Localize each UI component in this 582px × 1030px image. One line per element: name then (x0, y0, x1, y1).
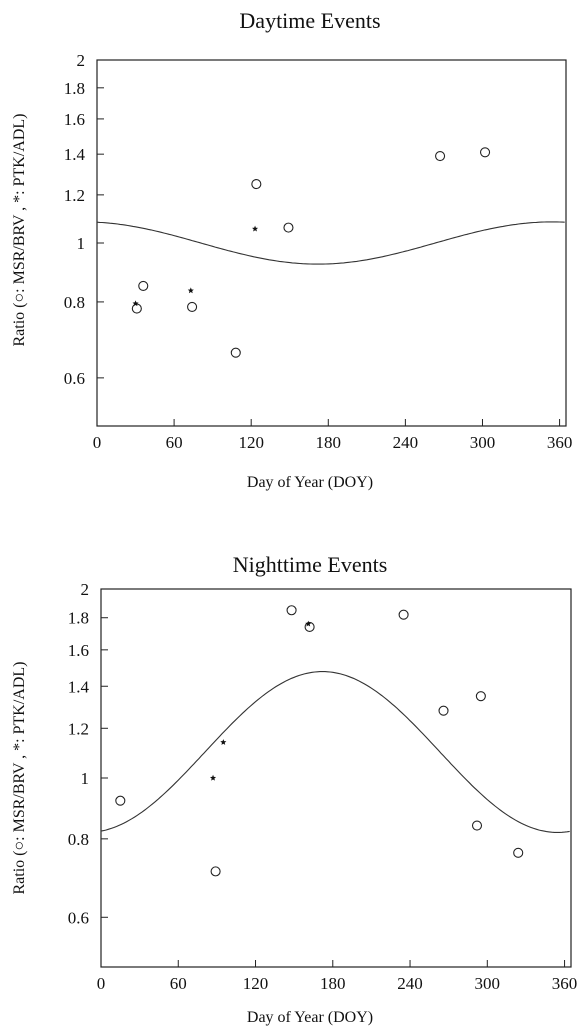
nighttime-y-tick-label: 1.2 (68, 719, 89, 738)
nighttime-plot-frame (100, 588, 572, 968)
nighttime-x-tick-label: 0 (97, 974, 106, 993)
daytime-x-tick-label: 60 (166, 433, 183, 452)
daytime-model-curve (96, 221, 565, 265)
daytime-x-tick-label: 240 (393, 433, 419, 452)
daytime-msr-brv-point (435, 151, 446, 162)
daytime-ptk-adl-point (187, 287, 194, 294)
nighttime-x-tick-label: 300 (475, 974, 501, 993)
daytime-msr-brv-point (230, 347, 241, 358)
daytime-y-tick-label: 1.2 (64, 186, 85, 205)
nighttime-panel: Nighttime Events 0.6 0.8 1 1.2 1.4 1.6 1.8 2 0 6… (11, 552, 577, 1026)
daytime-y-tick-label: 1.8 (64, 79, 85, 98)
daytime-msr-brv-point (479, 147, 491, 158)
daytime-y-tick-label: 1 (77, 234, 86, 253)
nighttime-x-tick-label: 360 (552, 974, 578, 993)
nighttime-ptk-adl-point (305, 620, 312, 627)
nighttime-msr-brv-point (210, 866, 221, 877)
nighttime-y-tick-label: 1.8 (68, 609, 89, 628)
nighttime-title: Nighttime Events (233, 552, 388, 577)
daytime-panel: Daytime Events 0.6 0.8 1 1.2 1.4 1.6 1.8 2 0 60 1… (11, 8, 572, 491)
nighttime-y-tick-label: 2 (81, 580, 90, 599)
daytime-msr-brv-point (251, 179, 262, 190)
nighttime-msr-brv-point (286, 605, 297, 616)
daytime-x-tick-label: 180 (316, 433, 342, 452)
daytime-x-tick-label: 120 (238, 433, 264, 452)
nighttime-msr-brv-point (398, 609, 409, 620)
nighttime-x-tick-label: 240 (397, 974, 423, 993)
nighttime-x-tick-label: 120 (243, 974, 269, 993)
nighttime-x-tick-label: 180 (320, 974, 346, 993)
daytime-x-axis-label: Day of Year (DOY) (247, 474, 373, 491)
nighttime-model-curve (100, 671, 570, 833)
nighttime-x-tick-label: 60 (170, 974, 187, 993)
nighttime-x-ticks: 0 60 120 180 240 300 360 (97, 960, 578, 993)
nighttime-ptk-adl-point (220, 739, 227, 745)
daytime-msr-brv-point (138, 280, 149, 291)
nighttime-msr-brv-point (438, 705, 449, 716)
daytime-x-ticks: 0 60 120 180 240 300 360 (93, 419, 573, 452)
nighttime-msr-brv-point (471, 820, 483, 831)
daytime-y-tick-label: 1.6 (64, 110, 85, 129)
daytime-ptk-adl-point (252, 225, 259, 232)
daytime-y-axis-label: Ratio (○: MSR/BRV , *: PTK/ADL) (11, 114, 28, 347)
daytime-msr-brv-point (187, 301, 198, 312)
daytime-x-tick-label: 360 (547, 433, 573, 452)
nighttime-y-ticks: 0.6 0.8 1 1.2 1.4 1.6 1.8 2 (68, 580, 108, 927)
daytime-y-tick-label: 0.8 (64, 293, 85, 312)
nighttime-y-tick-label: 1.4 (68, 677, 90, 696)
nighttime-msr-brv-point (115, 795, 126, 806)
nighttime-y-tick-label: 0.6 (68, 908, 89, 927)
daytime-x-tick-label: 300 (470, 433, 496, 452)
nighttime-y-tick-label: 1.6 (68, 641, 89, 660)
nighttime-points (115, 605, 524, 877)
nighttime-y-tick-label: 1 (81, 769, 90, 788)
daytime-title: Daytime Events (239, 8, 380, 33)
daytime-ptk-adl-point (132, 300, 139, 307)
nighttime-ptk-adl-point (209, 774, 217, 781)
nighttime-y-axis-label: Ratio (○: MSR/BRV , *: PTK/ADL) (11, 662, 28, 895)
daytime-x-tick-label: 0 (93, 433, 102, 452)
daytime-y-tick-label: 1.4 (64, 145, 86, 164)
daytime-msr-brv-point (283, 222, 294, 233)
daytime-y-tick-label: 0.6 (64, 369, 85, 388)
daytime-y-tick-label: 2 (77, 51, 86, 70)
daytime-plot-frame (96, 59, 567, 427)
nighttime-y-tick-label: 0.8 (68, 830, 89, 849)
nighttime-msr-brv-point (475, 691, 486, 702)
daytime-points (131, 147, 491, 358)
nighttime-x-axis-label: Day of Year (DOY) (247, 1009, 373, 1026)
daytime-y-ticks: 0.6 0.8 1 1.2 1.4 1.6 1.8 2 (64, 51, 104, 388)
nighttime-msr-brv-point (513, 847, 524, 858)
